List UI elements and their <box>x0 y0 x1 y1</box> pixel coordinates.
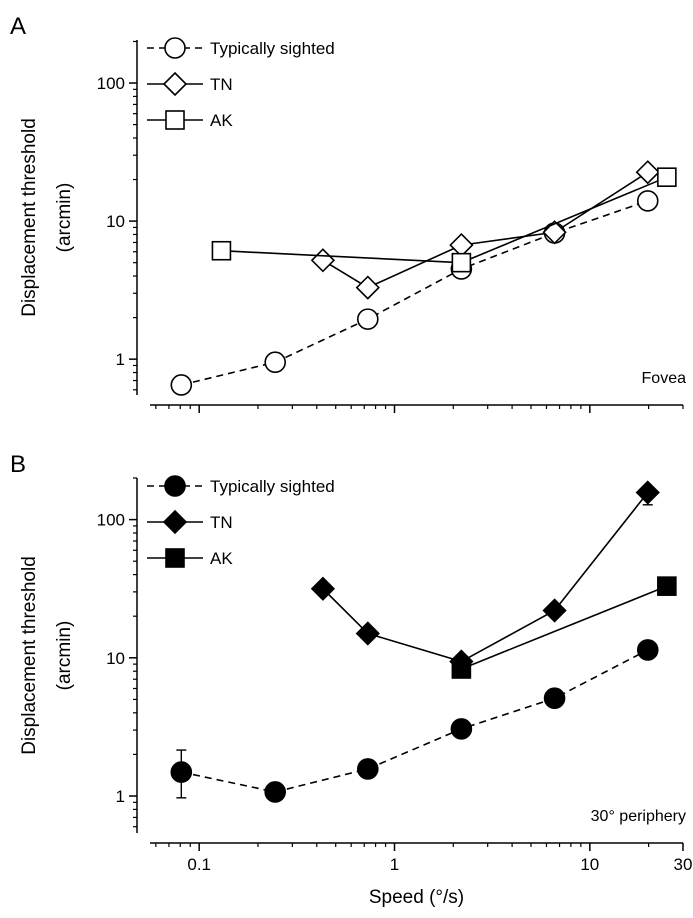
marker <box>635 480 660 505</box>
marker <box>451 659 472 679</box>
y-tick-label: 100 <box>97 74 125 93</box>
y-axis-label: Displacement threshold <box>19 556 40 755</box>
marker <box>450 718 473 740</box>
legend-label: Typically sighted <box>210 477 335 496</box>
panel-label: B <box>10 451 26 478</box>
x-tick-label: 0.1 <box>187 855 211 874</box>
y-axis-label: (arcmin) <box>54 183 75 253</box>
marker <box>636 190 659 212</box>
series-line <box>461 585 668 670</box>
marker <box>165 548 185 568</box>
marker <box>310 248 336 273</box>
y-tick-label: 10 <box>106 649 125 668</box>
legend-label: AK <box>210 111 233 130</box>
marker <box>165 110 185 130</box>
legend-label: AK <box>210 549 233 568</box>
x-tick-label: 10 <box>580 855 599 874</box>
marker <box>164 475 186 497</box>
series-line <box>221 176 668 264</box>
marker <box>657 167 677 187</box>
marker <box>357 308 379 330</box>
x-tick-label: 30 <box>674 855 693 874</box>
marker <box>162 509 188 535</box>
series-line <box>322 171 649 289</box>
y-tick-label: 1 <box>116 350 125 369</box>
marker <box>357 758 379 780</box>
marker <box>264 781 286 803</box>
y-axis-label: (arcmin) <box>54 621 75 691</box>
y-tick-label: 1 <box>116 787 125 806</box>
marker <box>636 639 659 661</box>
marker <box>264 351 286 374</box>
marker <box>657 576 677 596</box>
legend-label: TN <box>210 513 233 532</box>
marker <box>543 687 566 710</box>
annotation: Fovea <box>642 370 687 387</box>
marker <box>164 37 186 59</box>
marker <box>635 160 660 185</box>
marker <box>449 232 474 258</box>
panel-label: A <box>10 13 26 40</box>
marker <box>170 374 193 396</box>
annotation: 30° periphery <box>591 808 686 825</box>
y-axis-label: Displacement threshold <box>19 118 40 317</box>
marker <box>310 576 336 601</box>
marker <box>162 71 188 97</box>
legend-label: Typically sighted <box>210 39 335 58</box>
y-tick-label: 100 <box>97 511 125 530</box>
x-axis-label: Speed (°/s) <box>369 887 464 908</box>
marker <box>451 252 472 273</box>
marker <box>355 275 380 300</box>
series-line <box>181 200 649 386</box>
x-tick-label: 1 <box>390 855 399 874</box>
marker <box>170 761 193 783</box>
marker <box>211 240 232 261</box>
series-line <box>181 649 649 793</box>
marker <box>355 621 380 646</box>
marker <box>542 598 567 623</box>
legend-label: TN <box>210 75 233 94</box>
y-tick-label: 10 <box>106 212 125 231</box>
